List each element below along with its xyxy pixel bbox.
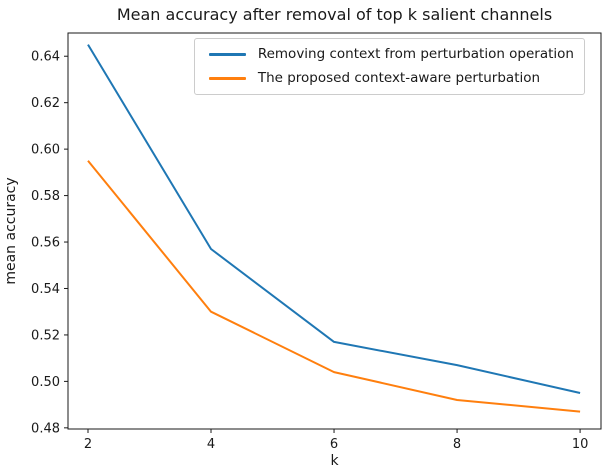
y-tick-label: 0.50 [31,375,60,390]
y-tick-label: 0.64 [31,50,60,65]
y-tick-label: 0.56 [31,236,60,251]
legend-line-sample-blue [208,52,246,56]
x-tick-label: 2 [84,437,92,452]
legend-item-orange: The proposed context-aware perturbation [208,68,574,88]
y-tick-label: 0.48 [31,421,60,436]
y-axis-label: mean accuracy [3,177,19,284]
x-tick-label: 6 [330,437,338,452]
series-line-1 [87,160,581,413]
y-tick-label: 0.60 [31,143,60,158]
x-tick-label: 8 [453,437,461,452]
x-axis-label: k [330,453,339,469]
y-tick-label: 0.52 [31,328,60,343]
series-line-0 [87,44,581,394]
x-tick-label: 10 [572,437,589,452]
y-tick-label: 0.54 [31,282,60,297]
x-tick-label: 4 [207,437,215,452]
y-tick-label: 0.62 [31,96,60,111]
legend-item-blue: Removing context from perturbation opera… [208,44,574,64]
legend-line-sample-orange [208,76,246,80]
chart-title: Mean accuracy after removal of top k sal… [116,5,553,24]
legend-label-blue: Removing context from perturbation opera… [257,46,574,62]
legend-label-orange: The proposed context-aware perturbation [257,70,541,86]
y-tick-label: 0.58 [31,189,60,204]
legend: Removing context from perturbation opera… [193,38,585,95]
